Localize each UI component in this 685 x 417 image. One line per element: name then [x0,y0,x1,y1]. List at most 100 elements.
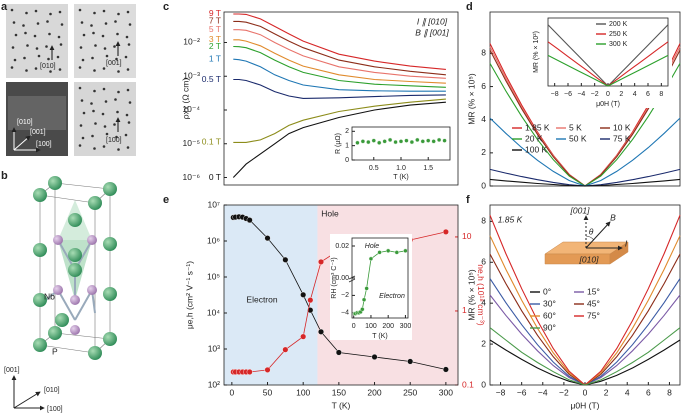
laue-spot [48,32,51,36]
series-line [489,178,681,187]
data-point [398,139,404,144]
laue-spot [101,112,105,116]
laue-spot [49,70,52,73]
x-tick-label: 1.0 [396,165,406,172]
x-tick-label: 8 [667,387,672,397]
laue-spot [126,10,130,14]
data-point [300,291,307,298]
x-axis-label: μ0H (T) [596,101,620,108]
x-tick-label: 2 [604,387,609,397]
laue-spot [82,111,86,115]
data-point [385,248,391,254]
laue-spot [49,12,52,16]
laue-spot [47,57,50,61]
laue-spot [80,99,84,102]
x-tick-label: 0 [352,323,356,330]
laue-spots [8,8,132,151]
data-point [282,256,289,263]
laue-spot [127,43,131,46]
series-line [489,339,681,386]
sample-front [544,253,611,265]
diffraction-image [74,82,136,156]
series-line [233,98,446,143]
nb-atom [103,182,117,196]
curve-label: 3 T [209,34,221,44]
laue-spot [113,123,116,126]
laue-spot [79,124,83,127]
data-point [442,366,449,373]
series-line [489,294,681,386]
panel-letter: c [163,1,169,13]
atom-label: P [52,346,58,356]
region-label: Hole [321,208,339,218]
y-tick-label: 10⁻³ [183,70,200,80]
bond [57,289,76,321]
laue-spot [117,90,120,94]
direction-label: [100] [106,137,122,144]
laue-spot [82,33,86,37]
data-point [420,139,425,144]
laue-spot [128,23,132,26]
laue-spot [59,43,63,46]
inset-background [526,14,672,108]
laue-spot [12,21,16,24]
x-tick-label: 300 [439,387,453,397]
y-axis-label: R (μΩ) [335,133,342,154]
laue-spot [102,145,106,148]
y-axis-label: MR (% × 10²) [533,31,540,73]
x-tick-label: −4 [577,91,585,98]
legend-label: 60° [543,310,556,320]
nb-atom [55,313,69,327]
laue-spot [79,46,83,49]
y-tick-label: 2 [481,338,486,348]
y-tick-label: 4 [481,114,486,124]
field-arrow [585,221,611,249]
data-point [335,349,342,356]
annotation: I ∥ [010] [417,16,448,26]
y-tick-label: 10⁶ [207,235,220,245]
plot-frame [351,237,409,319]
x-tick-label: −2 [559,387,569,397]
y-tick-label: 6 [481,257,486,267]
laue-spot [25,69,28,72]
x-tick-label: 6 [646,387,651,397]
data-point [403,248,408,254]
laue-spot [102,87,106,91]
direction-label: [001] [4,367,20,374]
region-label: Electron [246,294,277,304]
nb-atom [33,243,47,257]
laue-spot [102,9,106,13]
x-tick-label: −2 [591,91,599,98]
crystal-structure [33,176,117,360]
laue-spot [93,147,96,150]
x-tick-label: 250 [403,387,417,397]
x-tick-label: 100 [296,387,310,397]
data-point [377,250,382,255]
laue-spot [56,55,60,59]
y-tick-label: −2 [341,292,349,299]
laue-spot [113,45,116,48]
annotation: I [625,238,628,248]
data-point [442,228,449,235]
laue-spot [104,22,108,25]
arrow [13,135,31,151]
data-point [246,368,253,375]
laue-spot [103,47,107,50]
y-tick-label: 2 [481,147,486,157]
y-tick-label: 10⁻⁶ [183,172,200,182]
y-tick-label: 10³ [208,343,220,353]
data-point [360,139,366,144]
y-tick-label: 0.02 [335,243,349,250]
data-point [415,137,420,143]
data-point [409,139,415,145]
panel-letter: d [466,1,473,13]
data-point [371,138,376,143]
data-point [436,137,442,143]
series-line [233,45,446,88]
annotation: 1.85 K [498,214,523,224]
x-tick-label: 200 [367,387,381,397]
series-line [547,54,669,87]
data-point [394,250,399,255]
cell-edge [39,194,96,204]
plot-frame [223,204,459,386]
